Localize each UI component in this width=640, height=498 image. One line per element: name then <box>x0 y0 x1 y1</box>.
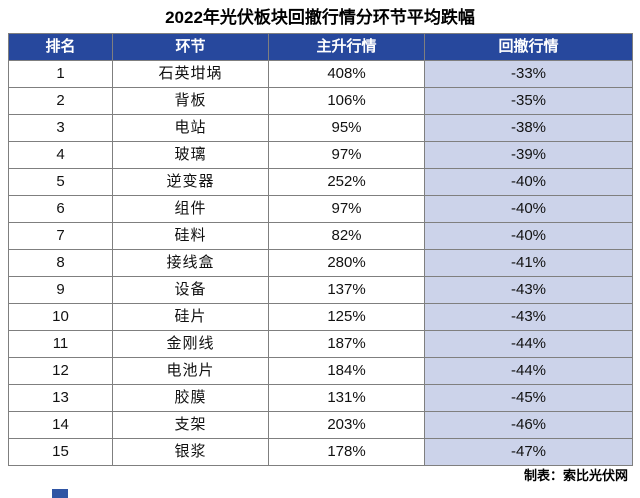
rank-cell: 11 <box>8 330 113 358</box>
rise-cell: 187% <box>268 330 425 358</box>
table-row: 8 接线盒 280% -41% <box>8 249 633 277</box>
rank-cell: 9 <box>8 276 113 304</box>
drawdown-cell: -35% <box>424 87 633 115</box>
header-drawdown: 回撤行情 <box>424 33 633 61</box>
segment-cell: 组件 <box>112 195 269 223</box>
rank-cell: 1 <box>8 60 113 88</box>
rank-cell: 10 <box>8 303 113 331</box>
table-row: 7 硅料 82% -40% <box>8 222 633 250</box>
drawdown-cell: -40% <box>424 168 633 196</box>
table-row: 5 逆变器 252% -40% <box>8 168 633 196</box>
segment-cell: 设备 <box>112 276 269 304</box>
credit-text: 制表：索比光伏网 <box>523 468 628 483</box>
rise-cell: 125% <box>268 303 425 331</box>
table-row: 13 胶膜 131% -45% <box>8 384 633 412</box>
rank-cell: 4 <box>8 141 113 169</box>
rank-cell: 6 <box>8 195 113 223</box>
drawdown-cell: -33% <box>424 60 633 88</box>
rise-cell: 97% <box>268 195 425 223</box>
rank-cell: 5 <box>8 168 113 196</box>
table-row: 2 背板 106% -35% <box>8 87 633 115</box>
logo-fragment <box>52 489 68 498</box>
drawdown-cell: -41% <box>424 249 633 277</box>
drawdown-cell: -44% <box>424 357 633 385</box>
table-row: 10 硅片 125% -43% <box>8 303 633 331</box>
rise-cell: 131% <box>268 384 425 412</box>
drawdown-cell: -45% <box>424 384 633 412</box>
table-row: 12 电池片 184% -44% <box>8 357 633 385</box>
segment-cell: 逆变器 <box>112 168 269 196</box>
drawdown-cell: -46% <box>424 411 633 439</box>
drawdown-cell: -43% <box>424 303 633 331</box>
rank-cell: 15 <box>8 438 113 466</box>
rise-cell: 184% <box>268 357 425 385</box>
drawdown-cell: -47% <box>424 438 633 466</box>
rank-cell: 12 <box>8 357 113 385</box>
table-row: 15 银浆 178% -47% <box>8 438 633 466</box>
header-row: 排名 环节 主升行情 回撤行情 <box>8 33 633 61</box>
segment-cell: 背板 <box>112 87 269 115</box>
table-row: 6 组件 97% -40% <box>8 195 633 223</box>
header-segment: 环节 <box>112 33 269 61</box>
segment-cell: 胶膜 <box>112 384 269 412</box>
table-row: 11 金刚线 187% -44% <box>8 330 633 358</box>
drawdown-cell: -43% <box>424 276 633 304</box>
rise-cell: 252% <box>268 168 425 196</box>
rise-cell: 97% <box>268 141 425 169</box>
segment-cell: 电站 <box>112 114 269 142</box>
drawdown-cell: -39% <box>424 141 633 169</box>
segment-cell: 接线盒 <box>112 249 269 277</box>
segment-cell: 支架 <box>112 411 269 439</box>
rise-cell: 408% <box>268 60 425 88</box>
rise-cell: 82% <box>268 222 425 250</box>
drawdown-cell: -44% <box>424 330 633 358</box>
segment-cell: 硅片 <box>112 303 269 331</box>
drawdown-cell: -40% <box>424 195 633 223</box>
rank-cell: 14 <box>8 411 113 439</box>
rank-cell: 2 <box>8 87 113 115</box>
segment-cell: 硅料 <box>112 222 269 250</box>
table-row: 3 电站 95% -38% <box>8 114 633 142</box>
drawdown-cell: -38% <box>424 114 633 142</box>
rank-cell: 13 <box>8 384 113 412</box>
segment-cell: 石英坩埚 <box>112 60 269 88</box>
segment-cell: 电池片 <box>112 357 269 385</box>
rise-cell: 137% <box>268 276 425 304</box>
segment-cell: 玻璃 <box>112 141 269 169</box>
table-row: 9 设备 137% -43% <box>8 276 633 304</box>
segment-cell: 金刚线 <box>112 330 269 358</box>
header-rise: 主升行情 <box>268 33 425 61</box>
rise-cell: 95% <box>268 114 425 142</box>
table-row: 1 石英坩埚 408% -33% <box>8 60 633 88</box>
rank-cell: 3 <box>8 114 113 142</box>
page-title: 2022年光伏板块回撤行情分环节平均跌幅 <box>165 8 475 27</box>
rise-cell: 203% <box>268 411 425 439</box>
rank-cell: 7 <box>8 222 113 250</box>
table-row: 14 支架 203% -46% <box>8 411 633 439</box>
rise-cell: 106% <box>268 87 425 115</box>
rise-cell: 178% <box>268 438 425 466</box>
table-row: 4 玻璃 97% -39% <box>8 141 633 169</box>
rank-cell: 8 <box>8 249 113 277</box>
data-table: 排名 环节 主升行情 回撤行情 1 石英坩埚 408% -33% 2 背板 106% -35%… <box>8 33 633 466</box>
rise-cell: 280% <box>268 249 425 277</box>
segment-cell: 银浆 <box>112 438 269 466</box>
header-rank: 排名 <box>8 33 113 61</box>
drawdown-cell: -40% <box>424 222 633 250</box>
